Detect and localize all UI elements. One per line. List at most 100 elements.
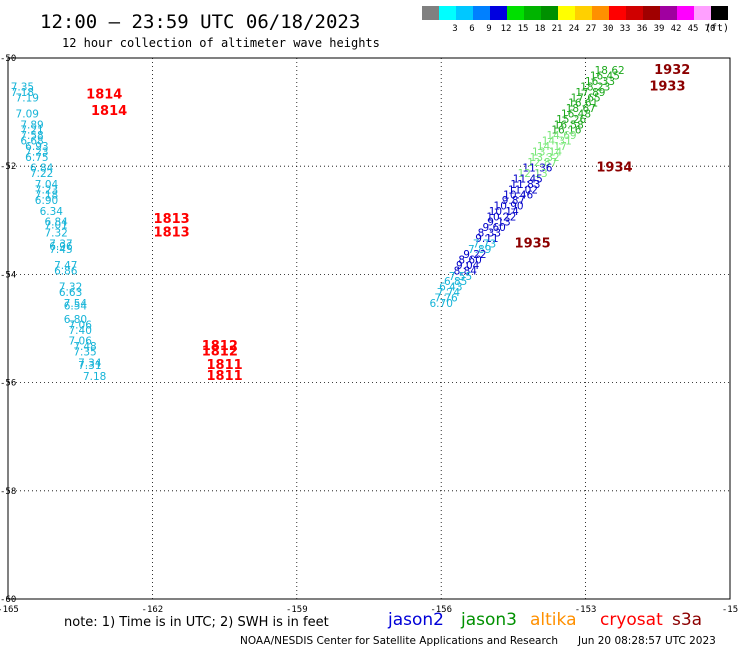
page-subtitle: 12 hour collection of altimeter wave hei… (62, 36, 380, 50)
legend-swatch (711, 6, 728, 20)
wave-height-value: 16.48 (561, 109, 591, 121)
wave-height-value: 6.70 (430, 298, 453, 310)
wave-height-value: 11.36 (522, 163, 552, 175)
wave-height-value: 11.45 (513, 173, 543, 185)
wave-height-value: 13.14 (532, 146, 562, 158)
wave-height-value: 7.32 (44, 228, 67, 240)
legend-unit: (ft) (705, 23, 729, 34)
legend-swatch (558, 6, 575, 20)
legend-label: 18 (535, 24, 546, 34)
wave-height-value: 7.04 (35, 179, 59, 191)
wave-height-value: 7.09 (16, 109, 39, 121)
wave-height-value: 7.31 (78, 360, 101, 372)
wave-height-value: 16.61 (568, 98, 598, 110)
wave-height-value: 14.17 (537, 141, 567, 153)
pass-time-label: 1814 (86, 88, 122, 103)
legend-swatch (592, 6, 609, 20)
y-tick-label: -56 (0, 379, 16, 389)
wave-height-value: 12.87 (527, 157, 557, 169)
legend-label: 6 (469, 24, 474, 34)
axis-ticks: -165 -162 -159 -156 -153 -15 -50 -52 -54 -56 -58 -6… (0, 54, 738, 615)
wave-height-value: 8.60 (458, 255, 481, 267)
wave-height-value: 13.32 (530, 152, 560, 164)
color-legend: 3 6 9 12 15 18 21 24 27 30 33 36 39 42 45 70 (422, 6, 728, 34)
wave-height-value: 7.06 (69, 320, 93, 332)
legend-swatch (490, 6, 507, 20)
wave-height-value: 7.35 (73, 347, 96, 359)
legend-swatch (626, 6, 643, 20)
wave-height-value: 7.89 (20, 119, 43, 131)
wave-height-value: 9.60 (482, 222, 505, 234)
wave-height-value: 6.96 (49, 241, 73, 253)
grid-lines (8, 58, 730, 599)
wave-height-value: 6.85 (444, 276, 467, 288)
wave-height-value: 18.67 (566, 103, 596, 115)
wave-height-value: 7.18 (11, 87, 34, 99)
wave-height-value: 7.23 (35, 184, 58, 196)
wave-height-value: 15.26 (556, 114, 586, 126)
wave-height-value: 9.13 (487, 217, 510, 229)
legend-swatch (609, 6, 626, 20)
legend-swatch (541, 6, 558, 20)
wave-height-value: 7.21 (20, 125, 43, 137)
wave-height-value: 11.02 (508, 184, 538, 196)
sat-s3a-label: s3a (672, 610, 702, 630)
legend-label: 70 (705, 24, 716, 34)
pass-time-label: 1812 (202, 345, 238, 360)
wave-height-value: 7.55 (449, 271, 472, 283)
pass-time-label: 1813 (154, 212, 190, 227)
wave-height-value: 6.90 (35, 195, 58, 207)
wave-height-value: 6.93 (25, 141, 48, 153)
sat-altika-label: altika (530, 610, 577, 630)
page-title: 12:00 — 23:59 UTC 06/18/2023 (40, 11, 360, 33)
footer-timestamp: Jun 20 08:28:57 UTC 2023 (577, 635, 716, 647)
wave-height-value: 9.87 (502, 195, 525, 207)
pass-time-label: 1934 (596, 161, 632, 176)
wave-height-value: 7.18 (83, 371, 106, 383)
legend-swatch (507, 6, 524, 20)
pass-time-label: 1812 (202, 339, 238, 354)
wave-height-value: 10.46 (503, 190, 533, 202)
wave-height-value: 6.34 (40, 206, 64, 218)
legend-label: 12 (501, 24, 512, 34)
wave-height-value: 7.48 (73, 341, 96, 353)
legend-swatch (660, 6, 677, 20)
legend-swatch (422, 6, 439, 20)
wave-height-value: 7.89 (468, 244, 491, 256)
pass-time-label: 1813 (154, 226, 190, 241)
x-tick-label: -165 (0, 605, 19, 615)
legend-label: 39 (654, 24, 665, 34)
wave-height-value: 7.54 (64, 298, 88, 310)
wave-height-value: 10.90 (494, 200, 524, 212)
wave-height-value: 9.22 (463, 249, 486, 261)
wave-height-value: 7.06 (69, 336, 93, 348)
sat-cryosat-label: cryosat (600, 610, 663, 630)
track-west: 7.357.187.197.097.897.217.586.686.937.23… (11, 81, 107, 382)
wave-height-value: 18.23 (580, 81, 610, 93)
legend-swatch (575, 6, 592, 20)
wave-height-value: 6.68 (20, 136, 43, 148)
y-tick-label: -52 (0, 162, 16, 172)
legend-swatch (456, 6, 473, 20)
y-tick-label: -50 (0, 54, 16, 64)
wave-height-value: 7.73 (473, 238, 496, 250)
legend-label: 9 (486, 24, 491, 34)
wave-height-value: 7.22 (30, 168, 53, 180)
wave-height-value: 17.65 (571, 92, 601, 104)
wave-height-value: 6.43 (439, 282, 462, 294)
wave-height-value: 7.40 (69, 325, 92, 337)
pass-time-label: 1933 (649, 79, 685, 94)
wave-height-value: 17.89 (575, 87, 605, 99)
legend-label: 45 (688, 24, 699, 34)
wave-height-value: 10.22 (486, 211, 516, 223)
x-tick-label: -153 (575, 605, 597, 615)
wave-height-value: 16.45 (590, 71, 620, 83)
legend-swatch (473, 6, 490, 20)
wave-height-value: 7.47 (54, 260, 77, 272)
wave-height-value: 9.11 (475, 233, 498, 245)
legend-label: 36 (637, 24, 648, 34)
pass-time-label: 1932 (654, 63, 690, 78)
wave-height-value: 6.54 (64, 301, 88, 313)
